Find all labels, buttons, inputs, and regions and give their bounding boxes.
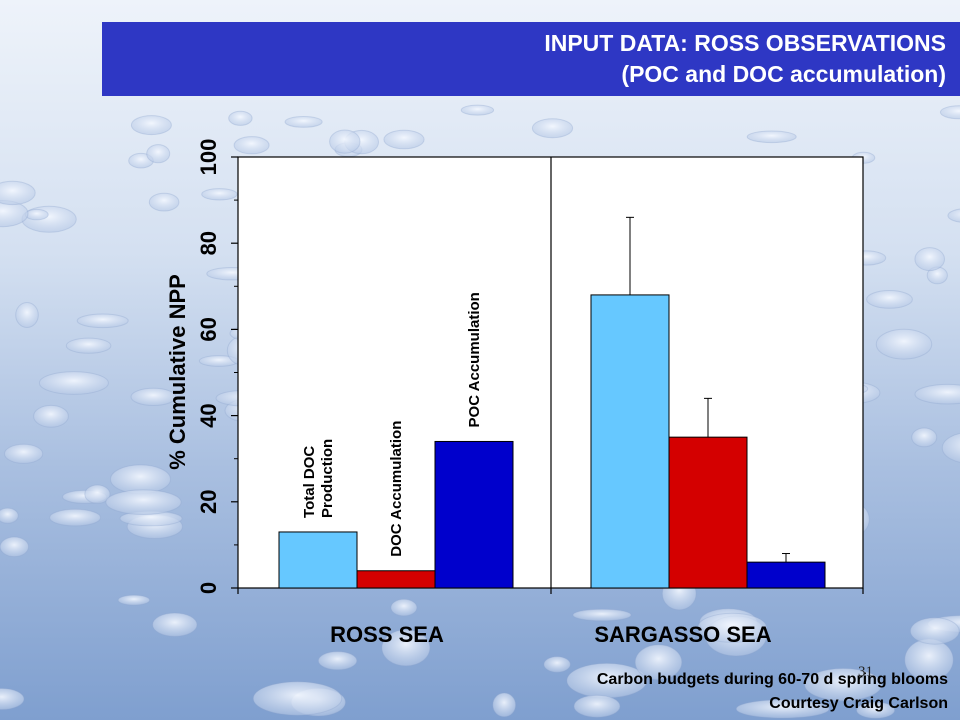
ice-floe bbox=[531, 118, 574, 139]
ice-floe bbox=[460, 104, 495, 116]
ice-floe bbox=[390, 598, 418, 617]
bar bbox=[356, 570, 436, 589]
ice-floe bbox=[383, 129, 425, 150]
ice-floe bbox=[911, 427, 938, 448]
bar-annotations: Total DOC Production DOC Accumulation POC A… bbox=[301, 292, 483, 557]
y-tick-label: 0 bbox=[196, 582, 221, 594]
ice-floe bbox=[856, 701, 896, 719]
ice-floe bbox=[941, 432, 960, 463]
ice-floe bbox=[492, 692, 517, 718]
ice-floe bbox=[572, 608, 632, 622]
category-label-ross: ROSS SEA bbox=[330, 622, 444, 647]
footer-credit: Courtesy Craig Carlson bbox=[769, 695, 948, 712]
ice-floe bbox=[76, 313, 129, 329]
ice-floe bbox=[148, 192, 180, 212]
bar-annotation: Total DOC bbox=[301, 446, 318, 518]
ice-floe bbox=[4, 443, 44, 464]
ice-floe bbox=[875, 328, 933, 360]
y-axis: 0 20 40 60 80 100 bbox=[196, 139, 864, 594]
ice-floe bbox=[914, 383, 960, 405]
y-tick-label: 60 bbox=[196, 317, 221, 341]
ice-floe bbox=[228, 110, 253, 126]
ice-floe bbox=[146, 144, 171, 164]
ice-floe bbox=[735, 699, 830, 719]
bar-annotation: DOC Accumulation bbox=[388, 421, 405, 557]
ice-floe bbox=[329, 129, 361, 154]
ice-floe bbox=[38, 371, 109, 395]
ice-floe bbox=[15, 302, 39, 328]
y-tick-label: 40 bbox=[196, 403, 221, 427]
y-tick-label: 80 bbox=[196, 231, 221, 255]
ice-floe bbox=[105, 489, 182, 516]
ice-floe bbox=[117, 594, 151, 606]
ice-floe bbox=[130, 115, 172, 136]
ice-floe bbox=[381, 629, 431, 667]
ice-floe bbox=[947, 208, 960, 223]
ice-floe bbox=[317, 651, 358, 671]
y-axis-title: % Cumulative NPP bbox=[165, 274, 190, 470]
bar-annotation: Production bbox=[319, 439, 336, 518]
ice-floe bbox=[866, 290, 913, 309]
slide-subtitle: (POC and DOC accumulation) bbox=[621, 61, 946, 87]
bar bbox=[668, 436, 748, 589]
bar bbox=[278, 531, 358, 589]
ice-floe bbox=[909, 617, 960, 645]
bar bbox=[590, 294, 670, 589]
ice-floe bbox=[233, 136, 270, 155]
ice-floe bbox=[84, 484, 111, 504]
ice-floe bbox=[152, 612, 198, 637]
ice-floe bbox=[284, 116, 323, 128]
ice-floe bbox=[634, 644, 683, 681]
ice-floe bbox=[0, 536, 29, 558]
ice-floe bbox=[0, 688, 25, 710]
ice-floe bbox=[804, 668, 883, 702]
slide-number: 31 bbox=[858, 664, 873, 680]
ice-floe bbox=[130, 387, 177, 406]
ice-floe bbox=[746, 130, 797, 144]
category-label-sargasso: SARGASSO SEA bbox=[594, 622, 771, 647]
y-tick-label: 100 bbox=[196, 139, 221, 176]
slide-title: INPUT DATA: ROSS OBSERVATIONS bbox=[544, 30, 946, 56]
bar-annotation: POC Accumulation bbox=[466, 292, 483, 427]
ice-floe bbox=[914, 247, 946, 272]
bar bbox=[746, 561, 826, 589]
ice-floe bbox=[65, 337, 112, 354]
footer: Carbon budgets during 60-70 d spring blo… bbox=[597, 668, 948, 716]
bar bbox=[434, 440, 514, 589]
error-bars bbox=[626, 216, 790, 563]
ice-floe bbox=[543, 656, 571, 673]
ice-floe bbox=[573, 694, 621, 718]
title-banner: INPUT DATA: ROSS OBSERVATIONS (POC and D… bbox=[102, 22, 960, 96]
ice-floe bbox=[0, 180, 36, 206]
bars bbox=[278, 294, 826, 589]
footer-caption: Carbon budgets during 60-70 d spring blo… bbox=[596, 671, 948, 688]
ice-floe bbox=[201, 188, 238, 201]
ice-floe bbox=[33, 404, 69, 428]
ice-floe bbox=[939, 105, 960, 120]
y-tick-label: 20 bbox=[196, 490, 221, 514]
ice-floe bbox=[0, 507, 19, 524]
ice-floe bbox=[252, 681, 343, 716]
ice-floe bbox=[697, 612, 768, 643]
ice-floe bbox=[49, 508, 101, 527]
